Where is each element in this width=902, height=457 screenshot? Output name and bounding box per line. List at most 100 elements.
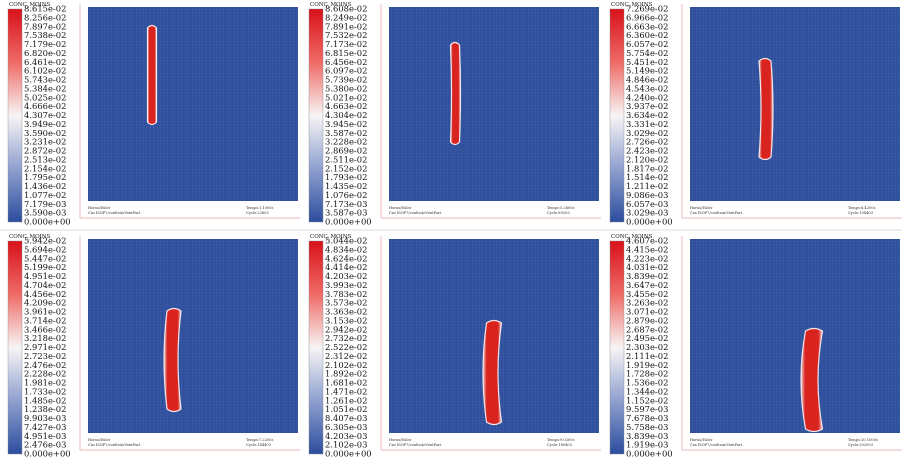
footer-code: Horus/Euler (88, 206, 111, 210)
colorbar-label: 3.839e-02 (626, 271, 668, 281)
concentration-stripe (758, 57, 774, 161)
colorbar-label: 7.538e-02 (24, 30, 66, 40)
footer-case: Cas ISOP7/coulteAeVentPart (88, 443, 141, 447)
field-plot (88, 7, 298, 201)
field-plot (690, 239, 900, 433)
colorbar-label: 5.942e-02 (24, 236, 66, 246)
footer-time: Temps:10.1000s (848, 438, 878, 442)
footer-code: Horus/Euler (88, 438, 111, 442)
colorbar-label: 4.415e-02 (626, 244, 668, 254)
colorbar-label: 6.815e-02 (325, 48, 367, 58)
colorbar-label: 4.240e-02 (626, 92, 668, 102)
colorbar-label: 4.951e-03 (24, 431, 66, 441)
footer-case: Cas ISOP7/coulteAeVentPart (389, 443, 442, 447)
footer-code: Horus/Euler (690, 206, 713, 210)
colorbar-label: 3.839e-03 (626, 431, 668, 441)
footer-cycle: Cycle:144403 (246, 443, 272, 447)
colorbar-label: 3.455e-02 (626, 289, 668, 299)
colorbar-label: 9.903e-03 (24, 413, 66, 423)
colorbar-label: 6.057e-02 (626, 39, 668, 49)
colorbar (609, 240, 625, 455)
colorbar-label: 3.961e-02 (24, 307, 66, 317)
colorbar-label: 3.714e-02 (24, 315, 66, 325)
colorbar-label: 8.256e-02 (24, 12, 66, 22)
colorbar-label: 8.615e-02 (24, 4, 66, 14)
colorbar-label: 7.897e-02 (24, 21, 66, 31)
colorbar-label: 7.427e-03 (24, 422, 66, 432)
colorbar-label: 4.543e-02 (626, 83, 668, 93)
colorbar-label: 4.666e-02 (24, 101, 66, 111)
colorbar-label: 5.044e-02 (325, 236, 367, 246)
colorbar-label: 9.597e-03 (626, 404, 668, 414)
colorbar-label: 0.000e+00 (24, 217, 71, 227)
colorbar-label: 7.173e-03 (325, 199, 367, 209)
footer-cycle: Cycle:22803 (246, 211, 269, 215)
colorbar-label: 3.949e-02 (24, 119, 66, 129)
colorbar-label: 1.485e-02 (24, 395, 66, 405)
colorbar-label: 7.678e-03 (626, 413, 668, 423)
colorbar-label: 6.097e-02 (325, 66, 367, 76)
footer-code: Horus/Euler (389, 438, 412, 442)
colorbar-label: 5.694e-02 (24, 244, 66, 254)
colorbar-label: 2.102e-02 (325, 360, 367, 370)
colorbar-label: 2.732e-02 (325, 333, 367, 343)
colorbar-label: 1.076e-02 (325, 190, 367, 200)
footer-cycle: Cycle:202003 (848, 443, 874, 447)
field-plot (690, 7, 900, 201)
colorbar-label: 3.587e-03 (325, 208, 367, 218)
colorbar-label: 4.704e-02 (24, 280, 66, 290)
colorbar-label: 3.466e-02 (24, 324, 66, 334)
colorbar-label: 2.495e-02 (626, 333, 668, 343)
colorbar-label: 6.305e-03 (325, 422, 367, 432)
footer-time: Temps:8.4200s (848, 206, 876, 210)
colorbar-label: 3.634e-02 (626, 110, 668, 120)
colorbar-title: CONC_MOINS (9, 2, 51, 8)
colorbar-label: 5.384e-02 (24, 83, 66, 93)
colorbar-label: 3.228e-02 (325, 137, 367, 147)
colorbar (7, 240, 23, 455)
colorbar-title: CONC_MOINS (310, 2, 352, 8)
colorbar-label: 4.209e-02 (24, 298, 66, 308)
footer-case: Cas ISOP7/coulteAeVentPart (690, 211, 743, 215)
colorbar-label: 6.456e-02 (325, 57, 367, 67)
footer-case: Cas ISOP7/coulteAeVentPart (88, 211, 141, 215)
colorbar-label: 5.758e-03 (626, 422, 668, 432)
footer-cycle: Cycle:89203 (547, 211, 570, 215)
colorbar-label: 2.303e-02 (626, 342, 668, 352)
colorbar-label: 4.951e-02 (24, 271, 66, 281)
colorbar-label: 4.203e-03 (325, 431, 367, 441)
colorbar-label: 2.312e-02 (325, 351, 367, 361)
colorbar-title: CONC_MOINS (611, 234, 653, 240)
colorbar-label: 5.754e-02 (626, 48, 668, 58)
colorbar (609, 8, 625, 223)
colorbar-label: 2.879e-02 (626, 315, 668, 325)
colorbar-label: 5.739e-02 (325, 75, 367, 85)
colorbar-label: 5.380e-02 (325, 83, 367, 93)
colorbar-label: 3.590e-02 (24, 128, 66, 138)
colorbar-label: 1.261e-02 (325, 395, 367, 405)
colorbar-label: 3.029e-03 (626, 208, 668, 218)
colorbar-label: 3.071e-02 (626, 307, 668, 317)
colorbar-label: 3.573e-02 (325, 298, 367, 308)
colorbar-label: 7.269e-02 (626, 4, 668, 14)
colorbar-label: 6.461e-02 (24, 57, 66, 67)
colorbar-label: 1.436e-02 (24, 181, 66, 191)
concentration-stripe (800, 327, 824, 433)
field-plot (389, 7, 599, 201)
colorbar-label: 1.733e-02 (24, 386, 66, 396)
colorbar-label: 1.471e-02 (325, 386, 367, 396)
colorbar (308, 8, 324, 223)
colorbar-label: 1.892e-02 (325, 369, 367, 379)
colorbar-label: 4.834e-02 (325, 244, 367, 254)
colorbar-label: 2.152e-02 (325, 163, 367, 173)
panel: CONC_MOINS5.044e-024.834e-024.624e-024.4… (308, 234, 601, 457)
colorbar-label: 3.029e-02 (626, 128, 668, 138)
footer-time: Temps:1.1000s (246, 206, 274, 210)
colorbar-label: 4.846e-02 (626, 75, 668, 85)
colorbar-label: 3.263e-02 (626, 298, 668, 308)
colorbar-label: 4.414e-02 (325, 262, 367, 272)
footer-code: Horus/Euler (389, 206, 412, 210)
panel: CONC_MOINS7.269e-026.966e-026.663e-026.3… (609, 2, 902, 227)
colorbar-label: 4.624e-02 (325, 253, 367, 263)
colorbar-label: 3.231e-02 (24, 137, 66, 147)
